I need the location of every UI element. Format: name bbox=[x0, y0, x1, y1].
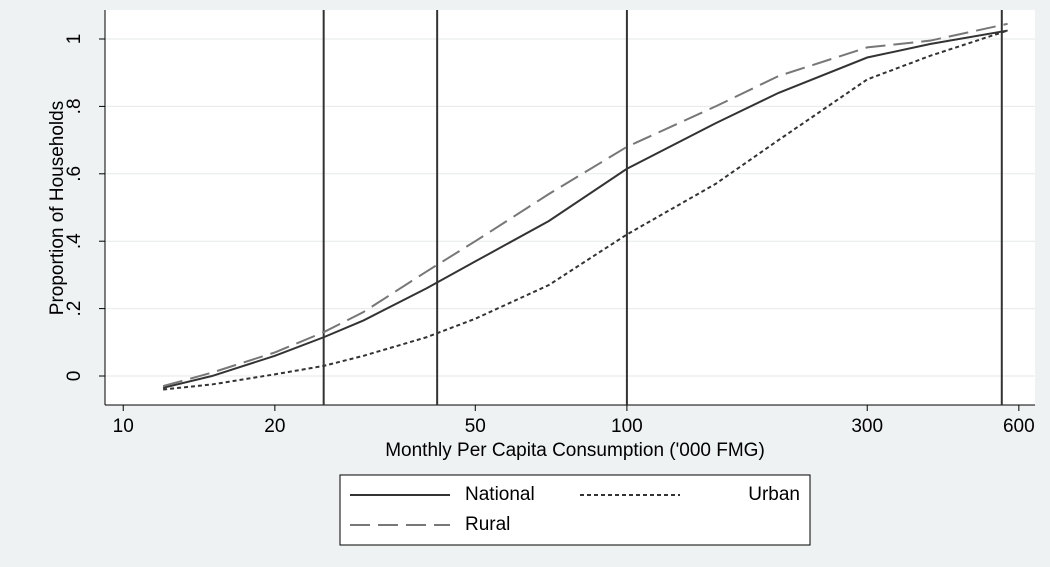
legend bbox=[339, 474, 811, 546]
x-tick-label: 10 bbox=[113, 416, 134, 437]
x-tick-label: 50 bbox=[465, 416, 486, 437]
x-axis-label: Monthly Per Capita Consumption ('000 FMG… bbox=[385, 440, 765, 461]
line-series bbox=[162, 29, 1008, 389]
y-tick-label: .4 bbox=[64, 233, 85, 249]
x-tick-label: 300 bbox=[851, 416, 883, 437]
x-tick-label: 100 bbox=[611, 416, 643, 437]
legend-label: Rural bbox=[465, 514, 510, 535]
y-tick-label: .8 bbox=[64, 98, 85, 114]
line-series bbox=[162, 22, 1008, 388]
line-series bbox=[163, 29, 1008, 391]
y-tick-label: .2 bbox=[64, 301, 85, 317]
legend-label: Urban bbox=[748, 484, 800, 505]
y-tick-label: 1 bbox=[64, 34, 85, 45]
y-tick-label: 0 bbox=[64, 371, 85, 382]
legend-label: National bbox=[465, 484, 535, 505]
x-tick-label: 600 bbox=[1003, 416, 1035, 437]
x-tick-label: 20 bbox=[264, 416, 285, 437]
y-axis-label: Proportion of Households bbox=[47, 101, 68, 315]
y-tick-label: .6 bbox=[64, 166, 85, 182]
